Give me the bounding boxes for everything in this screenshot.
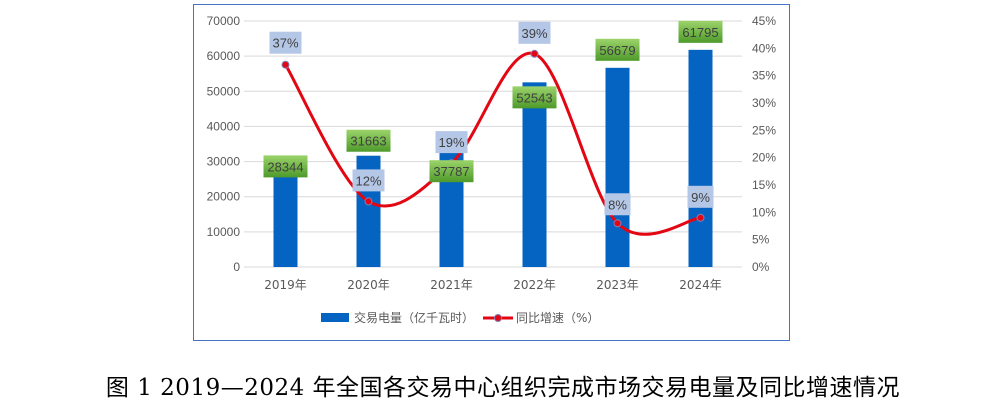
x-axis-tick: 2022年 [513, 278, 556, 292]
bar-data-label: 31663 [350, 134, 386, 149]
growth-point [281, 60, 290, 69]
bar-data-label: 28344 [267, 159, 303, 174]
right-axis-tick: 0% [752, 260, 770, 274]
bar-data-label-box [263, 155, 308, 178]
bar [273, 167, 298, 267]
line-data-label: 12% [355, 173, 381, 188]
legend-line-marker [494, 314, 502, 322]
right-axis-tick: 15% [752, 178, 776, 192]
left-axis-tick: 40000 [207, 119, 241, 133]
right-axis-tick: 10% [752, 205, 776, 219]
chart: 0 10000 20000 30000 40000 50000 60000 70000 0% 5%… [193, 4, 790, 341]
left-axis-tick: 60000 [207, 49, 241, 63]
x-axis-tick: 2021年 [430, 278, 473, 292]
growth-point [530, 49, 539, 58]
left-axis-tick: 0 [233, 260, 240, 274]
right-axis-tick: 35% [752, 69, 776, 83]
x-axis-tick: 2019年 [264, 278, 307, 292]
left-axis-tick: 50000 [207, 84, 241, 98]
left-axis-tick: 70000 [207, 14, 241, 28]
line-data-label-box [352, 169, 385, 192]
bar [522, 82, 547, 268]
right-axis-tick: 45% [752, 14, 776, 28]
bar-data-label-box [346, 129, 391, 152]
bar-data-label: 52543 [516, 90, 552, 105]
figure-caption: 图 1 2019—2024 年全国各交易中心组织完成市场交易电量及同比增速情况 [105, 375, 901, 401]
legend-line-label: 同比增速（%） [516, 311, 599, 325]
right-axis-tick: 25% [752, 123, 776, 137]
x-axis-tick: 2023年 [596, 278, 639, 292]
bar-data-label: 61795 [682, 25, 718, 40]
line-data-label: 8% [608, 197, 627, 212]
bar-data-label-box [512, 86, 557, 109]
bar-data-label-box [595, 38, 640, 61]
line-data-label: 19% [438, 135, 464, 150]
growth-point [613, 219, 622, 228]
line-data-label: 39% [521, 26, 547, 41]
bar-data-label-box [678, 20, 723, 43]
bar-data-label-box [429, 160, 474, 183]
legend-bar-label: 交易电量（亿千瓦时） [354, 310, 474, 325]
growth-point [696, 213, 705, 222]
bar [688, 49, 713, 267]
bar-data-label: 37787 [433, 164, 469, 179]
line-data-label-box [435, 131, 468, 154]
right-axis-tick: 40% [752, 41, 776, 55]
line-data-label: 9% [691, 190, 710, 205]
line-data-label-box [687, 185, 714, 208]
bar [605, 67, 630, 267]
left-axis-tick: 30000 [207, 155, 241, 169]
right-axis-tick: 30% [752, 96, 776, 110]
line-data-label-box [269, 31, 302, 54]
bar-data-label: 56679 [599, 43, 635, 58]
right-axis-tick: 20% [752, 151, 776, 165]
line-data-label-box [604, 193, 631, 216]
line-data-label: 37% [272, 36, 298, 51]
x-axis-tick: 2024年 [679, 278, 722, 292]
growth-point [364, 197, 373, 206]
legend-bar-swatch [321, 313, 349, 322]
left-axis-tick: 20000 [207, 190, 241, 204]
right-axis-tick: 5% [752, 233, 770, 247]
line-data-label-box [518, 21, 551, 44]
x-axis-tick: 2020年 [347, 278, 390, 292]
left-axis-tick: 10000 [207, 225, 241, 239]
